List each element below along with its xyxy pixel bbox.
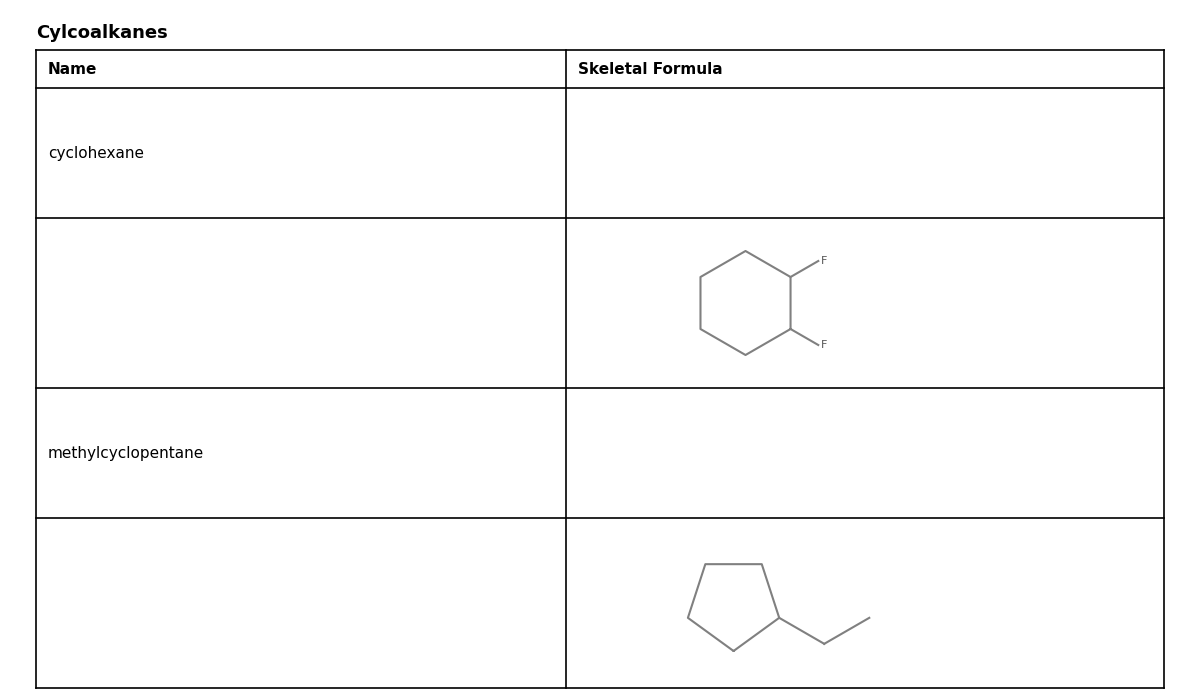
Text: F: F: [821, 256, 828, 266]
Text: Name: Name: [48, 62, 97, 76]
Text: F: F: [821, 340, 828, 350]
Text: Skeletal Formula: Skeletal Formula: [578, 62, 722, 76]
Text: Cylcoalkanes: Cylcoalkanes: [36, 24, 168, 42]
Text: cyclohexane: cyclohexane: [48, 146, 144, 160]
Text: methylcyclopentane: methylcyclopentane: [48, 446, 204, 461]
